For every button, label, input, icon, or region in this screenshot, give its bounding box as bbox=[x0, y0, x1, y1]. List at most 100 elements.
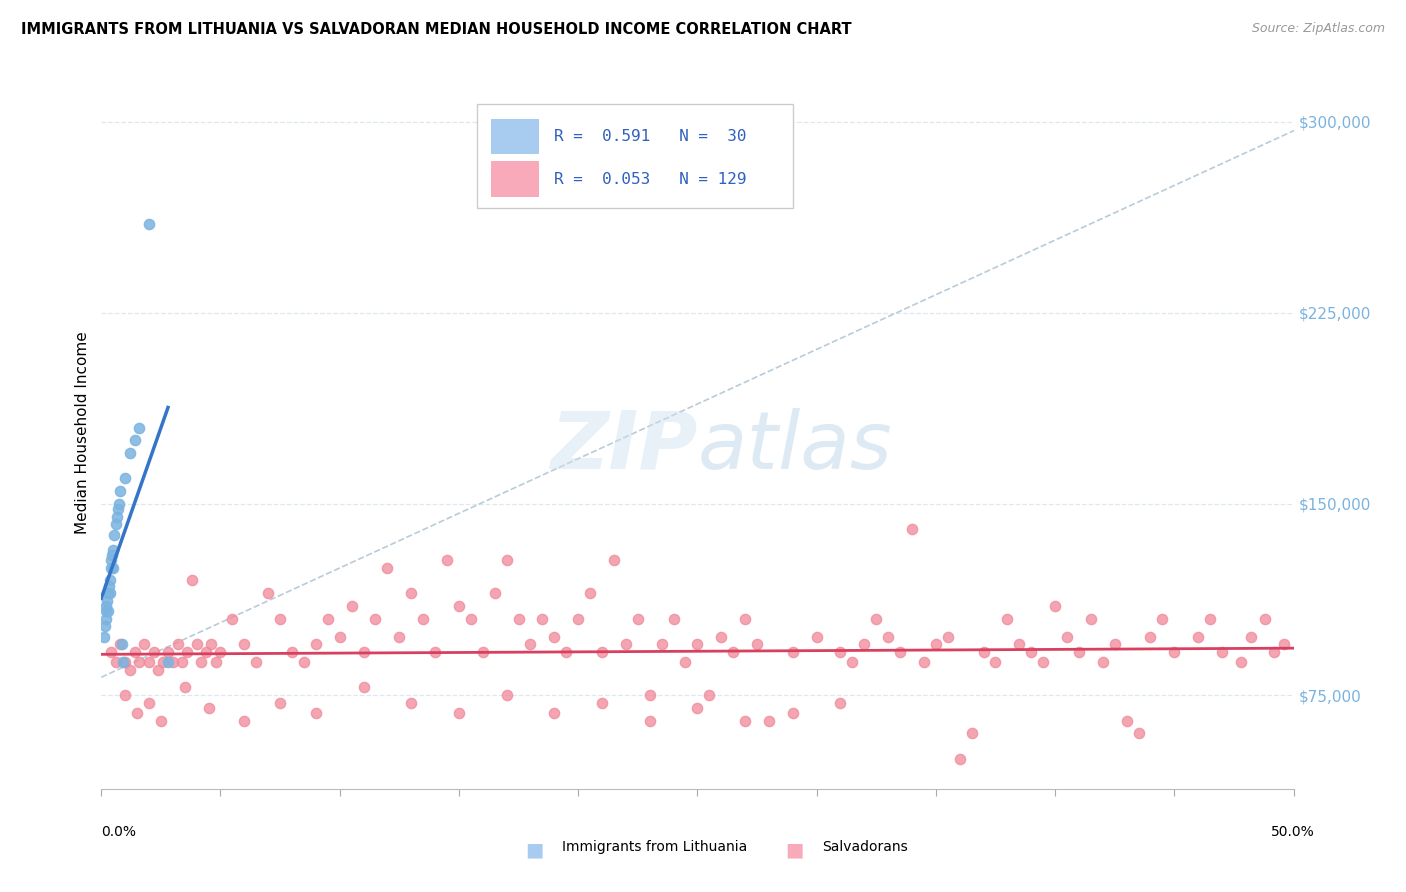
Point bbox=[97, 604, 120, 618]
Point bbox=[377, 560, 399, 574]
Point bbox=[388, 630, 411, 644]
Point bbox=[340, 599, 363, 613]
Point bbox=[1128, 726, 1150, 740]
Point bbox=[399, 696, 422, 710]
Point bbox=[745, 637, 768, 651]
Point bbox=[1199, 612, 1222, 626]
Point bbox=[173, 681, 195, 695]
Point bbox=[1272, 637, 1295, 651]
Point bbox=[460, 612, 482, 626]
Point bbox=[758, 714, 780, 728]
Point bbox=[172, 655, 194, 669]
Point bbox=[329, 630, 352, 644]
Point bbox=[162, 655, 184, 669]
Point bbox=[96, 599, 118, 613]
Text: IMMIGRANTS FROM LITHUANIA VS SALVADORAN MEDIAN HOUSEHOLD INCOME CORRELATION CHAR: IMMIGRANTS FROM LITHUANIA VS SALVADORAN … bbox=[21, 22, 852, 37]
Text: 0.0%: 0.0% bbox=[101, 825, 136, 839]
Point bbox=[305, 637, 328, 651]
Point bbox=[204, 655, 226, 669]
Point bbox=[180, 574, 202, 588]
Point bbox=[543, 706, 565, 720]
Point bbox=[1091, 655, 1114, 669]
Text: Immigrants from Lithuania: Immigrants from Lithuania bbox=[562, 840, 748, 855]
Point bbox=[830, 645, 852, 659]
Point bbox=[292, 655, 315, 669]
Point bbox=[399, 586, 422, 600]
Point bbox=[721, 645, 744, 659]
Point bbox=[447, 706, 470, 720]
Text: R =  0.591   N =  30: R = 0.591 N = 30 bbox=[554, 129, 747, 144]
Point bbox=[984, 655, 1007, 669]
Point bbox=[495, 553, 517, 567]
Point bbox=[567, 612, 589, 626]
Point bbox=[936, 630, 959, 644]
Point bbox=[1032, 655, 1054, 669]
Point bbox=[93, 630, 115, 644]
Point bbox=[697, 688, 720, 702]
Point bbox=[782, 706, 804, 720]
Point bbox=[138, 655, 160, 669]
Point bbox=[734, 714, 756, 728]
Point bbox=[142, 645, 165, 659]
Point bbox=[364, 612, 387, 626]
Text: ■: ■ bbox=[524, 840, 544, 859]
Point bbox=[128, 655, 150, 669]
Point bbox=[508, 612, 530, 626]
Point bbox=[1019, 645, 1042, 659]
Point bbox=[114, 471, 136, 485]
Point bbox=[101, 560, 124, 574]
FancyBboxPatch shape bbox=[477, 104, 793, 208]
Point bbox=[128, 420, 150, 434]
FancyBboxPatch shape bbox=[491, 161, 538, 197]
Point bbox=[316, 612, 339, 626]
Point bbox=[195, 645, 218, 659]
Text: ZIP: ZIP bbox=[550, 408, 697, 486]
Point bbox=[233, 714, 256, 728]
Point bbox=[96, 594, 118, 608]
Point bbox=[1152, 612, 1174, 626]
Point bbox=[197, 701, 219, 715]
Point bbox=[841, 655, 863, 669]
Text: atlas: atlas bbox=[697, 408, 893, 486]
Point bbox=[806, 630, 828, 644]
Point bbox=[436, 553, 458, 567]
Point bbox=[166, 637, 188, 651]
Point bbox=[579, 586, 602, 600]
Point bbox=[1187, 630, 1209, 644]
Point bbox=[353, 645, 375, 659]
Point bbox=[156, 655, 179, 669]
Point bbox=[447, 599, 470, 613]
Point bbox=[104, 517, 127, 532]
Point bbox=[1056, 630, 1078, 644]
Point bbox=[1211, 645, 1233, 659]
Point bbox=[156, 645, 179, 659]
Point bbox=[97, 586, 120, 600]
Point bbox=[519, 637, 541, 651]
Point bbox=[1080, 612, 1102, 626]
Point bbox=[555, 645, 578, 659]
Point bbox=[423, 645, 446, 659]
Point bbox=[543, 630, 565, 644]
Point bbox=[152, 655, 174, 669]
Point bbox=[257, 586, 280, 600]
Text: R =  0.053   N = 129: R = 0.053 N = 129 bbox=[554, 172, 747, 186]
Point bbox=[686, 701, 709, 715]
Point bbox=[101, 542, 124, 557]
Point bbox=[662, 612, 685, 626]
Point bbox=[281, 645, 304, 659]
Point bbox=[830, 696, 852, 710]
Point bbox=[100, 560, 122, 574]
Point bbox=[104, 655, 127, 669]
Point bbox=[1254, 612, 1277, 626]
Point bbox=[353, 681, 375, 695]
Point bbox=[108, 497, 131, 511]
Point bbox=[209, 645, 232, 659]
Point bbox=[889, 645, 911, 659]
Point bbox=[305, 706, 328, 720]
Text: ■: ■ bbox=[785, 840, 804, 859]
Point bbox=[531, 612, 554, 626]
Point bbox=[865, 612, 887, 626]
Point bbox=[1115, 714, 1137, 728]
Point bbox=[114, 655, 136, 669]
Point bbox=[1163, 645, 1185, 659]
